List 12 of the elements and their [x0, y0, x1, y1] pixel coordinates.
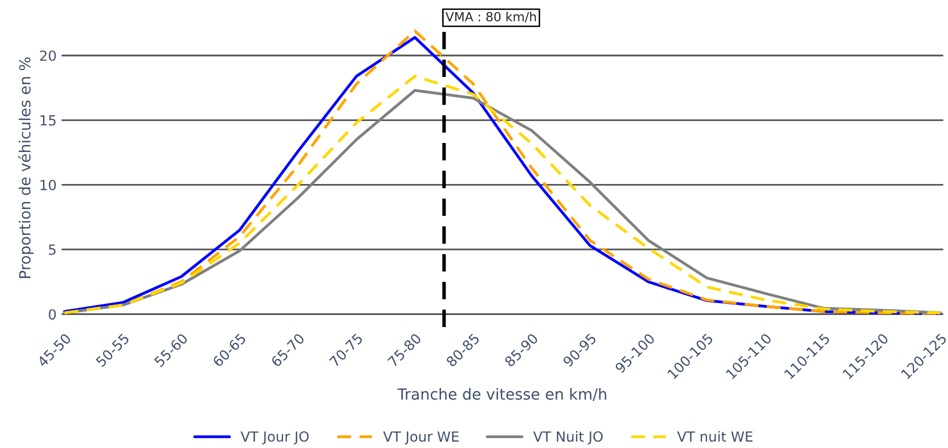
legend-label: VT Jour WE	[383, 431, 459, 444]
y-tick-label: 20	[40, 50, 56, 61]
y-tick-label: 0	[48, 309, 56, 320]
legend-label: VT Jour JO	[240, 431, 309, 444]
y-tick-label: 10	[40, 180, 56, 190]
legend-label: VT Nuit JO	[533, 431, 603, 444]
ref-line-label: VMA : 80 km/h	[446, 12, 536, 22]
y-tick-label: 5	[48, 244, 56, 255]
x-axis-title: Tranche de vitesse en km/h	[397, 388, 606, 402]
legend-label: VT nuit WE	[677, 431, 752, 442]
y-axis-title: Proportion de véhicules en %	[18, 57, 34, 278]
y-tick-label: 15	[40, 115, 56, 126]
